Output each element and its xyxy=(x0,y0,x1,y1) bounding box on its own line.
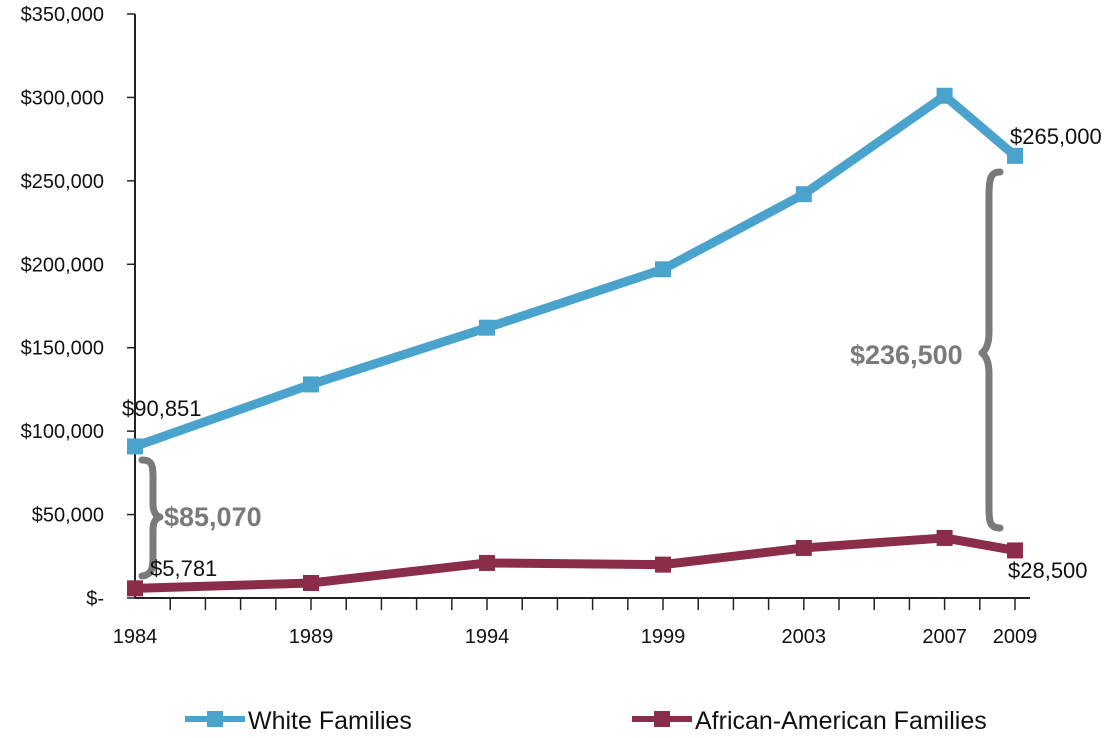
black-end-label: $28,500 xyxy=(1008,558,1088,583)
series-1-point xyxy=(303,574,319,591)
white-start-label: $90,851 xyxy=(122,396,202,421)
series-line-0 xyxy=(130,91,1020,451)
gap-2009-brace xyxy=(978,168,1004,532)
y-tick-label: $300,000 xyxy=(21,87,104,109)
legend-white-label: White Families xyxy=(248,707,412,735)
gap-1984-label: $85,070 xyxy=(164,502,262,532)
gap-1984-brace xyxy=(138,456,164,580)
series-1-point xyxy=(479,554,495,571)
legend: White Families African-American Families xyxy=(185,707,987,735)
series-0-point xyxy=(936,87,953,104)
y-tick-label: $150,000 xyxy=(21,338,104,360)
series-0-point xyxy=(303,376,319,393)
series-1-point xyxy=(655,556,671,573)
series-1-point xyxy=(795,539,812,556)
white-end-label: $265,000 xyxy=(1010,124,1102,149)
legend-item-white: White Families xyxy=(185,707,412,735)
x-tick-label: 2007 xyxy=(922,626,967,648)
legend-white-swatch-marker xyxy=(207,711,223,727)
x-ticks: 1984 1989 1994 1999 2003 2007 2009 xyxy=(113,598,1038,648)
series-1-point xyxy=(936,529,953,546)
series-0-point xyxy=(127,438,143,455)
series-1-point xyxy=(1007,542,1023,559)
series-0-point xyxy=(479,319,495,336)
x-tick-label: 2009 xyxy=(993,626,1038,648)
x-tick-label: 1994 xyxy=(465,626,510,648)
series-layer xyxy=(127,87,1023,597)
y-tick-label: $100,000 xyxy=(21,421,104,443)
series-0-point xyxy=(655,261,671,278)
axes xyxy=(134,14,1030,599)
legend-aa-swatch-marker xyxy=(654,711,670,727)
x-tick-label: 1989 xyxy=(289,626,334,648)
y-tick-label: $250,000 xyxy=(21,171,104,193)
y-tick-label: $200,000 xyxy=(21,254,104,276)
y-tick-label: $350,000 xyxy=(21,4,104,26)
y-tick-label: $50,000 xyxy=(32,505,104,527)
series-1-point xyxy=(127,580,143,597)
x-tick-label: 1999 xyxy=(641,626,686,648)
legend-aa-label: African-American Families xyxy=(695,707,987,735)
y-ticks: $- $50,000 $100,000 $150,000 $200,000 $250,00… xyxy=(21,4,135,610)
x-tick-label: 1984 xyxy=(113,626,158,648)
series-0-point xyxy=(1007,147,1023,164)
y-tick-label: $- xyxy=(86,588,104,610)
x-tick-label: 2003 xyxy=(782,626,827,648)
legend-item-african-american: African-American Families xyxy=(632,707,987,735)
gap-2009-label: $236,500 xyxy=(850,340,963,370)
series-0-point xyxy=(795,186,812,203)
black-start-label: $5,781 xyxy=(150,556,217,581)
series-line-1 xyxy=(130,533,1020,593)
